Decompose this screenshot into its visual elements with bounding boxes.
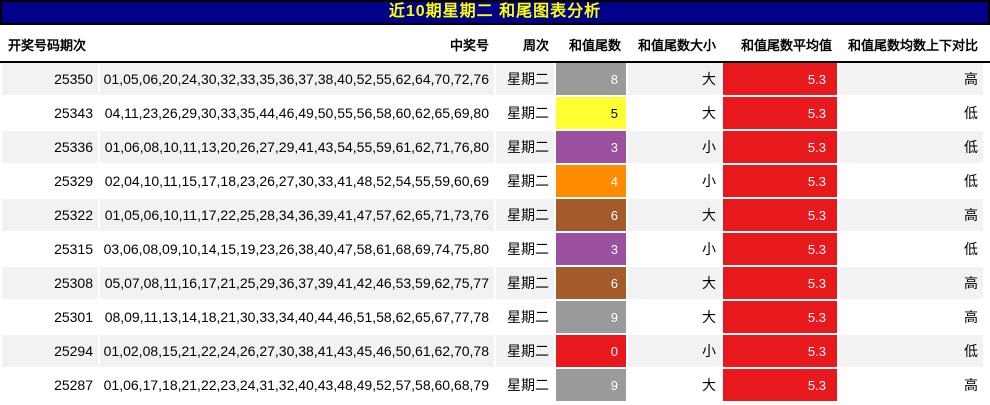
week-cell: 星期二 xyxy=(496,301,554,333)
tail-average-cell: 5.3 xyxy=(723,165,837,197)
tail-size-cell: 大 xyxy=(628,97,721,129)
column-header-tail-average: 和值尾数平均值 xyxy=(740,37,832,53)
period-cell: 25343 xyxy=(2,97,98,129)
tail-compare-cell: 高 xyxy=(839,199,983,231)
tail-average-cell: 5.3 xyxy=(723,335,837,367)
table-row: 25350 01,05,06,20,24,30,32,33,35,36,37,38… xyxy=(2,63,983,95)
table-row: 25322 01,05,06,10,11,17,22,25,28,34,36,39… xyxy=(2,199,983,231)
week-cell: 星期二 xyxy=(496,165,554,197)
tail-value-cell: 8 xyxy=(556,63,626,95)
tail-size-cell: 大 xyxy=(628,369,721,401)
period-cell: 25336 xyxy=(2,131,98,163)
tail-value-cell: 0 xyxy=(556,335,626,367)
column-header-period: 开奖号码期次 xyxy=(8,37,87,53)
table-row: 25287 01,06,17,18,21,22,23,24,31,32,40,43… xyxy=(2,369,983,401)
period-cell: 25308 xyxy=(2,267,98,299)
table-row: 25329 02,04,10,11,15,17,18,23,26,27,30,33… xyxy=(2,165,983,197)
table-row: 25301 08,09,11,13,14,18,21,30,33,34,40,44… xyxy=(2,301,983,333)
tail-size-cell: 小 xyxy=(628,233,721,265)
tail-size-cell: 小 xyxy=(628,165,721,197)
week-cell: 星期二 xyxy=(496,199,554,231)
tail-size-cell: 小 xyxy=(628,131,721,163)
table-row: 25294 01,02,08,15,21,22,24,26,27,30,38,41… xyxy=(2,335,983,367)
tail-average-cell: 5.3 xyxy=(723,199,837,231)
period-cell: 25294 xyxy=(2,335,98,367)
tail-compare-cell: 高 xyxy=(839,301,983,333)
tail-average-cell: 5.3 xyxy=(723,369,837,401)
tail-average-cell: 5.3 xyxy=(723,63,837,95)
table-row: 25315 03,06,08,09,10,14,15,19,23,26,38,40… xyxy=(2,233,983,265)
winning-numbers-cell: 04,11,23,26,29,30,33,35,44,46,49,50,55,5… xyxy=(100,97,494,129)
tail-value-cell: 9 xyxy=(556,369,626,401)
tail-compare-cell: 高 xyxy=(839,369,983,401)
tail-size-cell: 小 xyxy=(628,335,721,367)
week-cell: 星期二 xyxy=(496,63,554,95)
tail-compare-cell: 低 xyxy=(839,97,983,129)
period-cell: 25350 xyxy=(2,63,98,95)
winning-numbers-cell: 01,06,08,10,11,13,20,26,27,29,41,43,54,5… xyxy=(100,131,494,163)
tail-size-cell: 大 xyxy=(628,267,721,299)
tail-analysis-table: 开奖号码期次 中奖号 周次 和值尾数 和值尾数大小 和值尾数平均值 和值尾数均数上下对比 2… xyxy=(0,25,985,403)
week-cell: 星期二 xyxy=(496,267,554,299)
week-cell: 星期二 xyxy=(496,131,554,163)
tail-average-cell: 5.3 xyxy=(723,97,837,129)
column-header-tail-compare: 和值尾数均数上下对比 xyxy=(847,37,978,53)
period-cell: 25301 xyxy=(2,301,98,333)
tail-average-cell: 5.3 xyxy=(723,131,837,163)
winning-numbers-cell: 02,04,10,11,15,17,18,23,26,27,30,33,41,4… xyxy=(100,165,494,197)
tail-compare-cell: 低 xyxy=(839,131,983,163)
tail-average-cell: 5.3 xyxy=(723,301,837,333)
tail-compare-cell: 高 xyxy=(839,63,983,95)
tail-average-cell: 5.3 xyxy=(723,233,837,265)
tail-compare-cell: 高 xyxy=(839,267,983,299)
tail-compare-cell: 低 xyxy=(839,233,983,265)
column-header-winning-numbers: 中奖号 xyxy=(449,37,489,53)
period-cell: 25315 xyxy=(2,233,98,265)
tail-value-cell: 4 xyxy=(556,165,626,197)
tail-compare-cell: 低 xyxy=(839,335,983,367)
column-header-tail: 和值尾数 xyxy=(568,37,621,53)
winning-numbers-cell: 01,02,08,15,21,22,24,26,27,30,38,41,43,4… xyxy=(100,335,494,367)
page-title: 近10期星期二 和尾图表分析 xyxy=(0,0,990,25)
winning-numbers-cell: 05,07,08,11,16,17,21,25,29,36,37,39,41,4… xyxy=(100,267,494,299)
tail-size-cell: 大 xyxy=(628,199,721,231)
header-row: 开奖号码期次 中奖号 周次 和值尾数 和值尾数大小 和值尾数平均值 和值尾数均数上下对比 xyxy=(2,27,983,61)
tail-value-cell: 5 xyxy=(556,97,626,129)
winning-numbers-cell: 01,06,17,18,21,22,23,24,31,32,40,43,48,4… xyxy=(100,369,494,401)
winning-numbers-cell: 03,06,08,09,10,14,15,19,23,26,38,40,47,5… xyxy=(100,233,494,265)
tail-value-cell: 3 xyxy=(556,131,626,163)
tail-size-cell: 大 xyxy=(628,301,721,333)
winning-numbers-cell: 01,05,06,10,11,17,22,25,28,34,36,39,41,4… xyxy=(100,199,494,231)
tail-value-cell: 3 xyxy=(556,233,626,265)
week-cell: 星期二 xyxy=(496,369,554,401)
tail-value-cell: 6 xyxy=(556,199,626,231)
period-cell: 25322 xyxy=(2,199,98,231)
table-row: 25308 05,07,08,11,16,17,21,25,29,36,37,39… xyxy=(2,267,983,299)
column-header-tail-size: 和值尾数大小 xyxy=(637,37,716,53)
tail-average-cell: 5.3 xyxy=(723,267,837,299)
period-cell: 25287 xyxy=(2,369,98,401)
column-header-week: 周次 xyxy=(522,37,549,53)
table-row: 25336 01,06,08,10,11,13,20,26,27,29,41,43… xyxy=(2,131,983,163)
header-divider xyxy=(0,61,990,63)
tail-value-cell: 9 xyxy=(556,301,626,333)
week-cell: 星期二 xyxy=(496,233,554,265)
week-cell: 星期二 xyxy=(496,335,554,367)
tail-value-cell: 6 xyxy=(556,267,626,299)
tail-compare-cell: 低 xyxy=(839,165,983,197)
period-cell: 25329 xyxy=(2,165,98,197)
tail-size-cell: 大 xyxy=(628,63,721,95)
winning-numbers-cell: 01,05,06,20,24,30,32,33,35,36,37,38,40,5… xyxy=(100,63,494,95)
table-row: 25343 04,11,23,26,29,30,33,35,44,46,49,50… xyxy=(2,97,983,129)
week-cell: 星期二 xyxy=(496,97,554,129)
winning-numbers-cell: 08,09,11,13,14,18,21,30,33,34,40,44,46,5… xyxy=(100,301,494,333)
